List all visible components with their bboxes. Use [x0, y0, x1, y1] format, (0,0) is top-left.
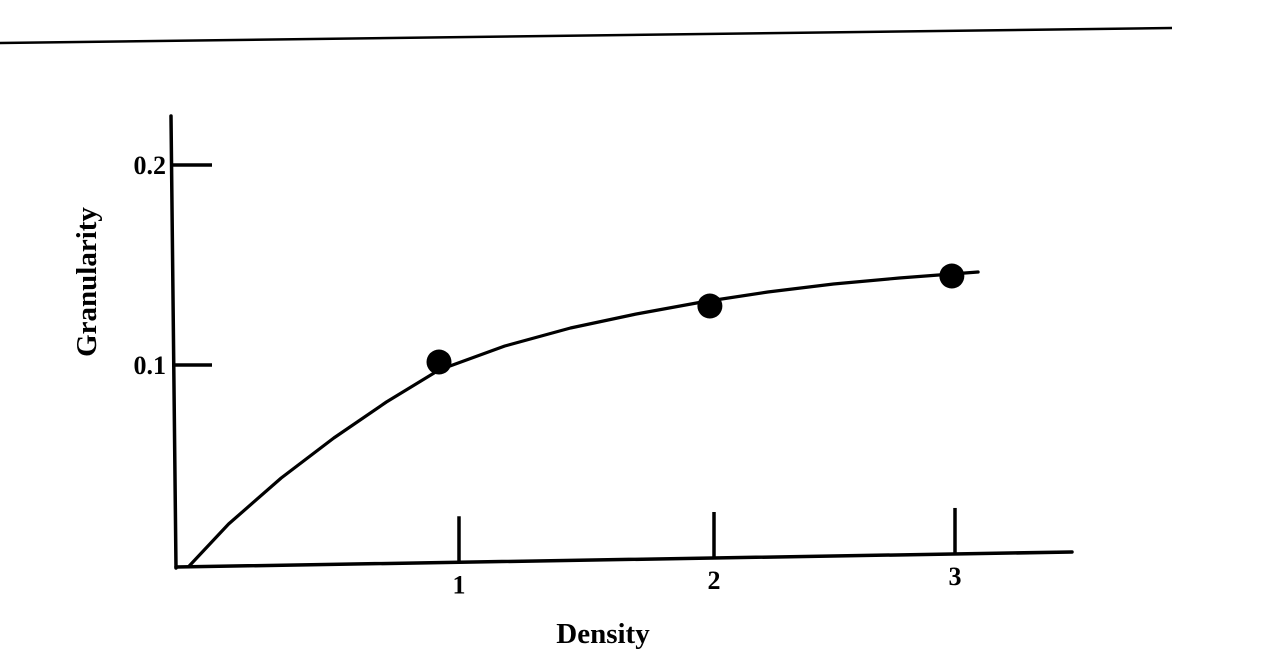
data-point — [426, 349, 452, 375]
x-axis-title: Density — [556, 618, 650, 650]
y-tick-label: 0.1 — [134, 351, 167, 380]
fit-curve-layer — [187, 270, 980, 568]
ticks: 0.1 0.2 1 2 3 — [134, 151, 962, 599]
axes — [169, 114, 1074, 570]
x-tick-label: 2 — [708, 566, 721, 595]
data-points-layer — [426, 263, 965, 375]
data-point — [939, 263, 965, 289]
y-axis-line — [169, 114, 178, 570]
y-axis-title: Granularity — [71, 207, 103, 357]
fit-curve — [187, 270, 980, 568]
x-axis-line — [174, 550, 1074, 569]
x-tick-label: 3 — [949, 562, 962, 591]
y-tick-label: 0.2 — [134, 151, 167, 180]
data-point — [697, 293, 723, 319]
x-tick-label: 1 — [453, 570, 466, 599]
page-top-rule — [0, 26, 1173, 45]
